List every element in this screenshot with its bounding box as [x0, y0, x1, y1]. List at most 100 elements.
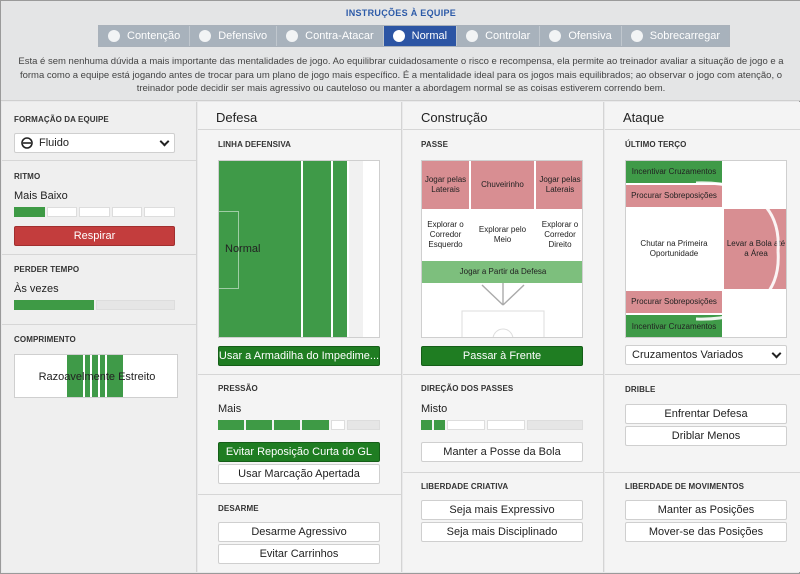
team-shape-panel: FORMAÇÃO DA EQUIPE Fluido RITMO Mais Bai… — [2, 102, 197, 572]
passing-pitch: Jogar pelas Laterais Chuveirinho Jogar p… — [421, 160, 583, 338]
run-at-defence-button[interactable]: Enfrentar Defesa — [625, 404, 787, 424]
zone-flank-right[interactable]: Jogar pelas Laterais — [536, 161, 582, 209]
directness-segment — [487, 420, 525, 430]
pressing-segment — [274, 420, 301, 430]
tab-contra-atacar[interactable]: Contra-Atacar — [277, 26, 384, 46]
dribble-less-button[interactable]: Driblar Menos — [625, 426, 787, 446]
defensive-line-label: LINHA DEFENSIVA — [218, 140, 292, 149]
retain-possession-button[interactable]: Manter a Posse da Bola — [421, 442, 583, 462]
mentality-tabs: Contenção Defensivo Contra-Atacar Normal… — [98, 25, 731, 47]
passing-arrows-icon — [461, 283, 545, 337]
timewasting-bar[interactable] — [14, 300, 175, 310]
creative-freedom-label: LIBERDADE CRIATIVA — [421, 482, 509, 491]
width-slider[interactable]: Razoavelmente Estreito — [14, 354, 178, 398]
tackle-harder-button[interactable]: Desarme Agressivo — [218, 522, 380, 542]
final-third-pitch: Incentivar Cruzamentos Procurar Sobrepos… — [625, 160, 787, 338]
zone-exploit-right[interactable]: Explorar o Corredor Direito — [541, 220, 579, 249]
final-third-label: ÚLTIMO TERÇO — [625, 140, 687, 149]
crossing-dropdown[interactable]: Cruzamentos Variados — [625, 345, 787, 365]
zone-overlap-bottom[interactable]: Procurar Sobreposições — [626, 291, 722, 313]
directness-segment — [434, 420, 445, 430]
tight-marking-button[interactable]: Usar Marcação Apertada — [218, 464, 380, 484]
tab-sobrecarregar[interactable]: Sobrecarregar — [621, 26, 730, 46]
buildup-panel: Construção PASSE Jogar pelas Laterais Ch… — [403, 102, 604, 572]
tab-normal[interactable]: Normal — [383, 26, 458, 46]
movement-label: LIBERDADE DE MOVIMENTOS — [625, 482, 745, 491]
chevron-down-icon — [159, 136, 170, 146]
directness-label: DIREÇÃO DOS PASSES — [421, 384, 514, 393]
defense-panel: Defesa LINHA DEFENSIVA Normal Usar a Arm… — [198, 102, 402, 572]
zone-shoot[interactable]: Chutar na Primeira Oportunidade — [640, 239, 708, 258]
stay-on-feet-button[interactable]: Evitar Carrinhos — [218, 544, 380, 564]
directness-value: Misto — [421, 403, 448, 415]
line-block — [333, 161, 347, 337]
zone-cross-bottom[interactable]: Incentivar Cruzamentos — [626, 315, 722, 337]
defensive-line-pitch[interactable]: Normal — [218, 160, 380, 338]
prevent-short-gk-button[interactable]: Evitar Reposição Curta do GL — [218, 442, 380, 462]
be-expressive-button[interactable]: Seja mais Expressivo — [421, 500, 583, 520]
directness-segment — [527, 420, 583, 430]
buildup-title: Construção — [403, 102, 603, 130]
formation-value: Fluido — [39, 137, 69, 149]
tab-ofensiva[interactable]: Ofensiva — [540, 26, 622, 46]
zone-work-into-box[interactable]: Levar a Bola até a Área — [724, 209, 786, 289]
tempo-segment — [46, 207, 78, 217]
tempo-segment — [111, 207, 143, 217]
crossing-value: Cruzamentos Variados — [632, 349, 744, 361]
tab-contencao[interactable]: Contenção — [99, 26, 191, 46]
zone-exploit-left[interactable]: Explorar o Corredor Esquerdo — [427, 220, 464, 249]
width-value: Razoavelmente Estreito — [38, 371, 156, 383]
formation-dropdown[interactable]: Fluido — [14, 133, 175, 153]
defense-title: Defesa — [198, 102, 401, 130]
pressing-bar[interactable] — [218, 420, 380, 430]
shield-icon — [199, 30, 212, 42]
line-block — [303, 161, 331, 337]
pressing-value: Mais — [218, 403, 242, 415]
counter-icon — [286, 30, 299, 42]
pressing-segment — [346, 420, 380, 430]
tab-controlar[interactable]: Controlar — [457, 26, 541, 46]
roam-button[interactable]: Mover-se das Posições — [625, 522, 787, 542]
directness-bar[interactable] — [421, 420, 583, 430]
tab-label: Contra-Atacar — [305, 30, 374, 42]
timewasting-fill — [14, 300, 94, 310]
hold-position-button[interactable]: Manter as Posições — [625, 500, 787, 520]
passing-label: PASSE — [421, 140, 449, 149]
zone-flank-left[interactable]: Jogar pelas Laterais — [422, 161, 469, 209]
overload-icon — [630, 30, 643, 42]
mentality-description: Esta é sem nenhuma dúvida a mais importa… — [18, 56, 784, 94]
timewasting-value: Às vezes — [14, 283, 59, 295]
tab-label: Sobrecarregar — [649, 30, 721, 42]
tab-label: Defensivo — [218, 30, 268, 42]
chevron-down-icon — [771, 348, 782, 358]
pass-into-space-button[interactable]: Passar à Frente — [421, 346, 583, 366]
zone-overlap-top[interactable]: Procurar Sobreposições — [626, 185, 722, 207]
tempo-segment — [14, 207, 45, 217]
zone-cross-top[interactable]: Incentivar Cruzamentos — [626, 161, 722, 183]
tempo-value: Mais Baixo — [14, 190, 68, 202]
breathe-button[interactable]: Respirar — [14, 226, 175, 246]
tempo-bar[interactable] — [14, 207, 175, 217]
balance-icon — [392, 30, 405, 42]
zone-play-from-defence[interactable]: Jogar a Partir da Defesa — [422, 261, 582, 283]
pressing-segment — [246, 420, 273, 430]
zone-lob[interactable]: Chuveirinho — [471, 161, 534, 209]
contain-icon — [108, 30, 120, 42]
tab-label: Contenção — [127, 30, 181, 42]
control-icon — [466, 30, 479, 42]
attack-icon — [549, 30, 562, 42]
attack-title: Ataque — [605, 102, 800, 130]
zone-middle[interactable]: Explorar pelo Meio — [478, 225, 527, 244]
tab-defensivo[interactable]: Defensivo — [190, 26, 278, 46]
directness-segment — [421, 420, 432, 430]
offside-trap-button[interactable]: Usar a Armadilha do Impedime... — [218, 346, 380, 366]
tempo-label: RITMO — [14, 172, 41, 181]
width-label: COMPRIMENTO — [14, 335, 76, 344]
line-block — [349, 161, 363, 337]
formation-label: FORMAÇÃO DA EQUIPE — [14, 115, 109, 124]
tempo-segment — [79, 207, 110, 217]
defensive-line-value: Normal — [225, 243, 261, 255]
timewasting-rest — [95, 300, 175, 310]
be-disciplined-button[interactable]: Seja mais Disciplinado — [421, 522, 583, 542]
